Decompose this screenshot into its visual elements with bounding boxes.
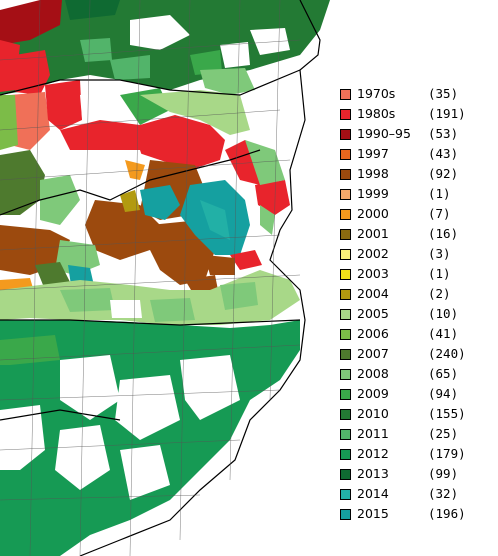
legend-label: 1998 xyxy=(357,166,389,181)
legend-count: (25) xyxy=(428,426,459,441)
legend-swatch xyxy=(340,229,351,240)
legend-swatch xyxy=(340,409,351,420)
region-maryland xyxy=(60,68,290,235)
legend-count: (240) xyxy=(428,346,466,361)
legend-swatch xyxy=(340,329,351,340)
legend-swatch xyxy=(340,469,351,480)
legend-item: 1999 (1) xyxy=(336,184,486,204)
legend-label: 2002 xyxy=(357,246,389,261)
legend-count: (1) xyxy=(428,266,451,281)
legend-swatch xyxy=(340,509,351,520)
region-north-carolina xyxy=(0,320,300,556)
map-legend: 1970s (35) 1980s (191) 1990–95 (53) 1997 (43) 19… xyxy=(336,84,486,524)
legend-count: (65) xyxy=(428,366,459,381)
legend-label: 2007 xyxy=(357,346,389,361)
legend-item: 2006 (41) xyxy=(336,324,486,344)
region-virginia-east xyxy=(140,180,262,275)
legend-label: 2013 xyxy=(357,466,389,481)
legend-swatch xyxy=(340,249,351,260)
legend-label: 2009 xyxy=(357,386,389,401)
legend-swatch xyxy=(340,349,351,360)
legend-label: 1999 xyxy=(357,186,389,201)
legend-item: 2013 (99) xyxy=(336,464,486,484)
legend-count: (179) xyxy=(428,446,466,461)
legend-item: 1997 (43) xyxy=(336,144,486,164)
legend-count: (41) xyxy=(428,326,459,341)
legend-item: 2012 (179) xyxy=(336,444,486,464)
legend-item: 2003 (1) xyxy=(336,264,486,284)
legend-label: 2012 xyxy=(357,446,389,461)
legend-label: 1970s xyxy=(357,86,396,101)
legend-label: 2005 xyxy=(357,306,389,321)
legend-label: 2004 xyxy=(357,286,389,301)
region-pennsylvania xyxy=(0,0,330,95)
legend-count: (53) xyxy=(428,126,459,141)
legend-count: (99) xyxy=(428,466,459,481)
legend-swatch xyxy=(340,109,351,120)
legend-item: 2004 (2) xyxy=(336,284,486,304)
legend-count: (191) xyxy=(428,106,466,121)
legend-label: 1980s xyxy=(357,106,396,121)
legend-item: 2002 (3) xyxy=(336,244,486,264)
region-virginia-south xyxy=(0,270,300,325)
legend-item: 1970s (35) xyxy=(336,84,486,104)
legend-swatch xyxy=(340,369,351,380)
legend-swatch xyxy=(340,429,351,440)
legend-swatch xyxy=(340,489,351,500)
state-borders xyxy=(0,69,301,421)
legend-swatch xyxy=(340,309,351,320)
legend-item: 2000 (7) xyxy=(336,204,486,224)
legend-label: 2000 xyxy=(357,206,389,221)
legend-swatch xyxy=(340,209,351,220)
legend-item: 2015 (196) xyxy=(336,504,486,524)
legend-count: (32) xyxy=(428,486,459,501)
legend-count: (1) xyxy=(428,186,451,201)
legend-count: (92) xyxy=(428,166,459,181)
legend-item: 2001 (16) xyxy=(336,224,486,244)
legend-label: 1990–95 xyxy=(357,126,411,141)
legend-item: 2011 (25) xyxy=(336,424,486,444)
legend-count: (10) xyxy=(428,306,459,321)
legend-swatch xyxy=(340,449,351,460)
region-northwest xyxy=(0,0,170,150)
legend-swatch xyxy=(340,269,351,280)
legend-item: 1990–95 (53) xyxy=(336,124,486,144)
legend-label: 2001 xyxy=(357,226,389,241)
legend-swatch xyxy=(340,129,351,140)
legend-item: 2009 (94) xyxy=(336,384,486,404)
legend-count: (2) xyxy=(428,286,451,301)
legend-count: (94) xyxy=(428,386,459,401)
legend-label: 2006 xyxy=(357,326,389,341)
legend-count: (16) xyxy=(428,226,459,241)
legend-count: (43) xyxy=(428,146,459,161)
county-boundaries xyxy=(0,0,301,556)
legend-count: (7) xyxy=(428,206,451,221)
legend-count: (35) xyxy=(428,86,459,101)
legend-label: 2003 xyxy=(357,266,389,281)
legend-item: 1980s (191) xyxy=(336,104,486,124)
legend-item: 2014 (32) xyxy=(336,484,486,504)
legend-label: 1997 xyxy=(357,146,389,161)
legend-label: 2015 xyxy=(357,506,389,521)
legend-swatch xyxy=(340,149,351,160)
legend-swatch xyxy=(340,89,351,100)
legend-item: 2005 (10) xyxy=(336,304,486,324)
legend-item: 2010 (155) xyxy=(336,404,486,424)
legend-label: 2014 xyxy=(357,486,389,501)
legend-label: 2008 xyxy=(357,366,389,381)
legend-item: 2008 (65) xyxy=(336,364,486,384)
legend-swatch xyxy=(340,289,351,300)
legend-swatch xyxy=(340,189,351,200)
legend-label: 2011 xyxy=(357,426,389,441)
legend-item: 2007 (240) xyxy=(336,344,486,364)
legend-label: 2010 xyxy=(357,406,389,421)
legend-count: (196) xyxy=(428,506,466,521)
legend-count: (3) xyxy=(428,246,451,261)
legend-count: (155) xyxy=(428,406,466,421)
legend-swatch xyxy=(340,169,351,180)
legend-swatch xyxy=(340,389,351,400)
legend-item: 1998 (92) xyxy=(336,164,486,184)
